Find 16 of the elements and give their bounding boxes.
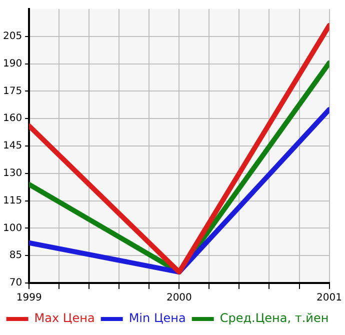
legend-label: Min Цена bbox=[128, 311, 186, 326]
y-tick-label: 190 bbox=[2, 58, 22, 70]
y-tick-label: 85 bbox=[9, 250, 22, 262]
legend-label: Сред.Цена, т.йен bbox=[220, 311, 329, 326]
y-tick-label: 115 bbox=[2, 195, 22, 206]
x-tick-label: 2000 bbox=[166, 292, 192, 304]
y-tick-label: 145 bbox=[2, 140, 22, 152]
x-tick-label: 1999 bbox=[16, 292, 42, 304]
y-tick-label: 100 bbox=[2, 222, 22, 234]
y-tick-label: 160 bbox=[2, 113, 22, 124]
x-tick-label: 2001 bbox=[316, 292, 342, 304]
y-tick-label: 70 bbox=[9, 278, 22, 289]
legend-label: Max Цена bbox=[34, 311, 95, 326]
y-tick-label: 205 bbox=[2, 30, 22, 42]
y-tick-label: 175 bbox=[2, 86, 22, 97]
y-tick-label: 130 bbox=[2, 168, 22, 179]
